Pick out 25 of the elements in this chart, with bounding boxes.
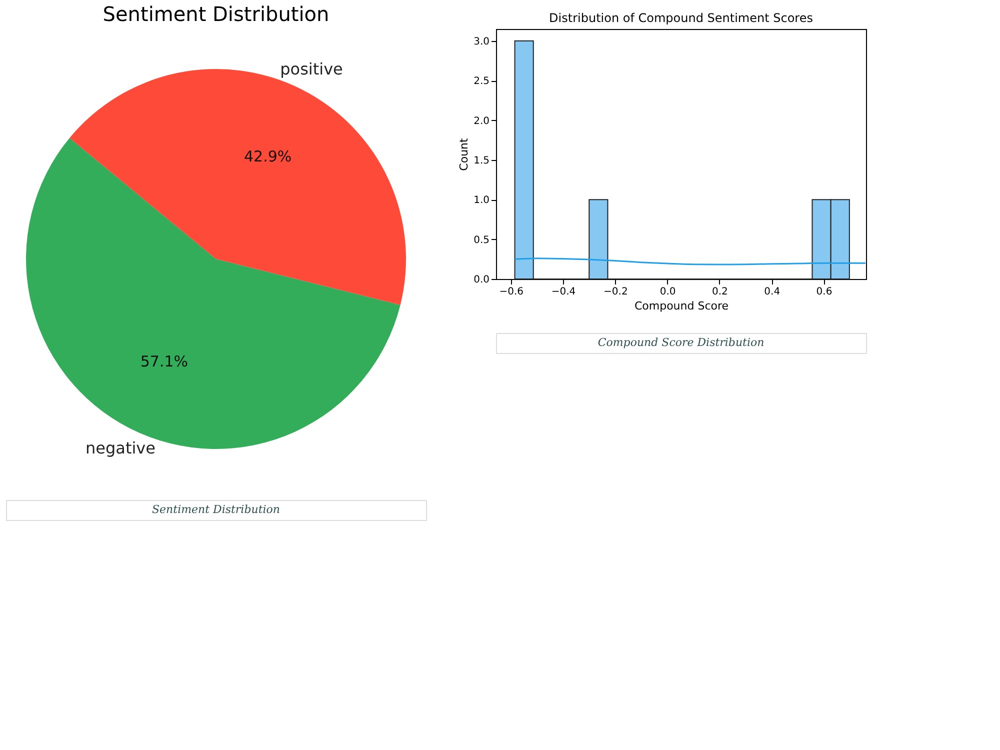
y-axis-title: Count [458,137,471,171]
chart-title: Distribution of Compound Sentiment Scores [549,11,813,25]
y-tick-label: 0.5 [474,234,490,246]
text: Sentiment Distribution [152,503,280,516]
y-tick-label: 0.0 [474,274,490,286]
y-tick-label: 1.0 [474,195,490,206]
x-tick-label: 0.2 [712,286,728,298]
x-tick-label: 0.6 [816,286,832,298]
y-tick-label: 2.5 [474,76,490,88]
x-tick-label: 0.0 [660,286,676,298]
x-axis-title: Compound Score [634,300,729,312]
x-tick-label: −0.6 [499,286,524,298]
text: Compound Score Distribution [598,336,764,349]
x-tick-label: −0.2 [604,286,628,298]
x-tick-label: −0.4 [551,286,576,298]
chart-title: Sentiment Distribution [102,2,330,26]
y-tick-label: 2.0 [474,116,490,127]
x-tick-label: 0.4 [764,286,780,298]
data-label: 42.9% [244,147,292,166]
slice-label: positive [280,60,343,79]
y-tick-label: 1.5 [474,155,490,166]
y-tick-label: 3.0 [474,36,490,48]
data-label: 57.1% [140,352,188,371]
slice-label: negative [85,438,156,458]
line-series [514,258,866,266]
